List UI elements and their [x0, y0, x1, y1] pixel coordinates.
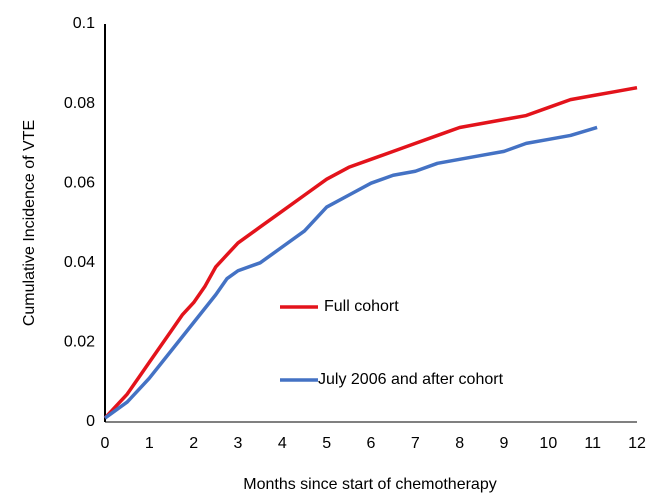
x-tick-label: 9: [500, 435, 509, 452]
x-tick-label: 6: [367, 435, 376, 452]
x-tick-label: 1: [145, 435, 154, 452]
legend-label: July 2006 and after cohort: [318, 371, 504, 388]
y-tick-label: 0.04: [64, 254, 95, 271]
x-tick-label: 5: [322, 435, 331, 452]
series-line: [103, 85, 638, 420]
x-tick-label: 3: [234, 435, 243, 452]
legend-label: Full cohort: [324, 298, 399, 315]
series-line: [103, 125, 598, 420]
x-axis-label: Months since start of chemotherapy: [243, 476, 496, 493]
x-tick-label: 4: [278, 435, 287, 452]
y-tick-label: 0: [86, 413, 95, 430]
x-tick-label: 12: [628, 435, 646, 452]
y-axis-label: Cumulative Incidence of VTE: [21, 120, 38, 326]
y-tick-label: 0.1: [73, 15, 95, 32]
y-tick-label: 0.06: [64, 174, 95, 191]
x-tick-label: 10: [539, 435, 557, 452]
y-tick-label: 0.02: [64, 334, 95, 351]
x-tick-label: 11: [584, 435, 601, 452]
x-tick-label: 7: [411, 435, 420, 452]
x-tick-label: 2: [189, 435, 198, 452]
y-tick-label: 0.08: [64, 95, 95, 112]
x-tick-label: 8: [455, 435, 464, 452]
x-tick-label: 0: [101, 435, 110, 452]
